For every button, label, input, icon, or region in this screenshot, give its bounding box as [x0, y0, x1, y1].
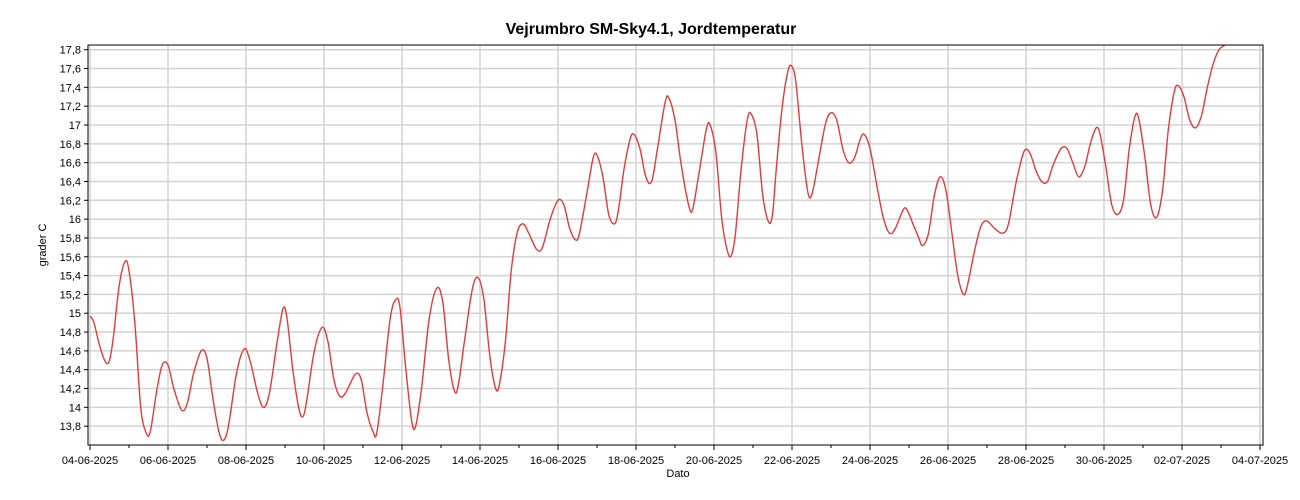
y-tick-label: 15,8 — [60, 233, 81, 245]
y-tick-label: 14,4 — [60, 365, 81, 377]
y-tick-label: 13,8 — [60, 421, 81, 433]
x-tick-label: 18-06-2025 — [608, 455, 664, 467]
y-tick-label: 17,8 — [60, 45, 81, 57]
x-tick-label: 08-06-2025 — [218, 455, 274, 467]
y-tick-label: 16,8 — [60, 139, 81, 151]
x-axis-label: Dato — [666, 468, 689, 480]
y-tick-label: 15,4 — [60, 271, 81, 283]
y-tick-label: 15,6 — [60, 252, 81, 264]
y-tick-label: 14,2 — [60, 384, 81, 396]
y-tick-label: 16,6 — [60, 158, 81, 170]
y-tick-label: 17,6 — [60, 64, 81, 76]
x-tick-label: 12-06-2025 — [374, 455, 430, 467]
y-axis-label: grader C — [37, 224, 49, 267]
y-tick-label: 16,4 — [60, 176, 81, 188]
x-tick-label: 16-06-2025 — [530, 455, 586, 467]
tick-layer: 13,8 14 14,2 14,4 14,6 14,8 15 15,2 15,4 15,6 15,8… — [60, 45, 1289, 467]
x-tick-label: 22-06-2025 — [764, 455, 820, 467]
x-tick-label: 28-06-2025 — [998, 455, 1054, 467]
y-tick-label: 15,2 — [60, 289, 81, 301]
y-tick-label: 17,2 — [60, 101, 81, 113]
x-tick-label: 02-07-2025 — [1154, 455, 1210, 467]
y-tick-label: 14,6 — [60, 346, 81, 358]
x-tick-label: 04-07-2025 — [1232, 455, 1288, 467]
x-tick-label: 14-06-2025 — [452, 455, 508, 467]
y-tick-label: 17,4 — [60, 82, 81, 94]
y-tick-label: 17 — [69, 120, 81, 132]
x-tick-label: 30-06-2025 — [1076, 455, 1132, 467]
series-line-0 — [89, 44, 1226, 442]
x-tick-label: 04-06-2025 — [62, 455, 118, 467]
x-tick-label: 26-06-2025 — [920, 455, 976, 467]
y-tick-label: 16 — [69, 214, 81, 226]
y-tick-label: 16,2 — [60, 195, 81, 207]
y-tick-label: 15 — [69, 308, 81, 320]
x-tick-label: 20-06-2025 — [686, 455, 742, 467]
series-layer — [89, 44, 1226, 442]
y-tick-label: 14,8 — [60, 327, 81, 339]
y-tick-label: 14 — [69, 402, 81, 414]
x-tick-label: 06-06-2025 — [140, 455, 196, 467]
plot-frame — [87, 44, 1264, 446]
x-tick-label: 24-06-2025 — [842, 455, 898, 467]
chart-title: Vejrumbro SM-Sky4.1, Jordtemperatur — [506, 21, 797, 38]
x-tick-label: 10-06-2025 — [296, 455, 352, 467]
grid — [88, 45, 1263, 445]
